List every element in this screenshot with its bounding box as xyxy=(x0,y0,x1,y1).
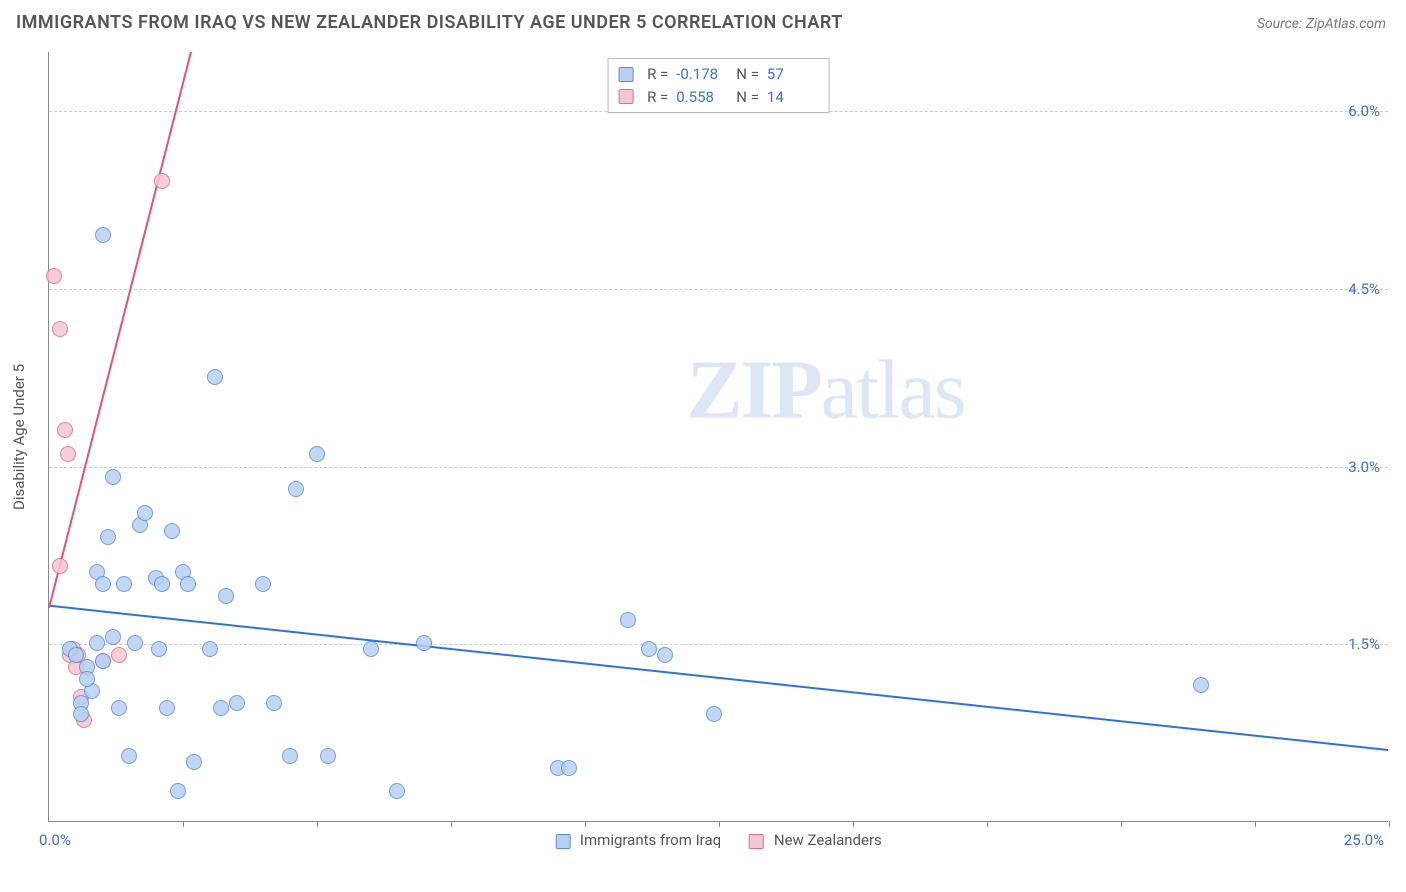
legend-item-series1: Immigrants from Iraq xyxy=(555,831,721,849)
swatch-series2 xyxy=(618,89,633,104)
x-tick xyxy=(1255,821,1256,827)
x-tick xyxy=(451,821,452,827)
data-point xyxy=(164,523,180,539)
data-point xyxy=(137,505,153,521)
source-label: Source: ZipAtlas.com xyxy=(1257,16,1386,32)
legend-item-series2: New Zealanders xyxy=(749,831,882,849)
data-point xyxy=(89,635,105,651)
data-point xyxy=(95,653,111,669)
x-tick xyxy=(183,821,184,827)
gridline xyxy=(49,289,1388,290)
data-point xyxy=(105,469,121,485)
data-point xyxy=(60,446,76,462)
swatch-series1-icon xyxy=(555,834,570,849)
x-tick xyxy=(1389,821,1390,827)
data-point xyxy=(416,635,432,651)
plot-area: Disability Age Under 5 ZIPatlas 1.5%3.0%… xyxy=(48,52,1388,822)
data-point xyxy=(186,754,202,770)
chart-title: IMMIGRANTS FROM IRAQ VS NEW ZEALANDER DI… xyxy=(16,12,843,33)
data-point xyxy=(121,748,137,764)
data-point xyxy=(73,706,89,722)
data-point xyxy=(111,647,127,663)
data-point xyxy=(229,695,245,711)
data-point xyxy=(52,321,68,337)
data-point xyxy=(1193,677,1209,693)
stats-row-series1: R = -0.178 N = 57 xyxy=(618,63,819,86)
y-tick-label: 4.5% xyxy=(1348,280,1380,298)
watermark: ZIPatlas xyxy=(687,342,965,439)
data-point xyxy=(116,576,132,592)
data-point xyxy=(95,227,111,243)
data-point xyxy=(706,706,722,722)
data-point xyxy=(561,760,577,776)
data-point xyxy=(207,369,223,385)
bottom-legend: Immigrants from Iraq New Zealanders xyxy=(555,831,882,849)
x-tick xyxy=(853,821,854,827)
x-tick xyxy=(585,821,586,827)
x-tick xyxy=(987,821,988,827)
x-min-label: 0.0% xyxy=(39,831,71,849)
data-point xyxy=(180,576,196,592)
data-point xyxy=(127,635,143,651)
data-point xyxy=(100,529,116,545)
data-point xyxy=(46,268,62,284)
x-tick xyxy=(1121,821,1122,827)
trend-lines xyxy=(49,52,1388,821)
data-point xyxy=(363,641,379,657)
data-point xyxy=(154,576,170,592)
data-point xyxy=(389,783,405,799)
data-point xyxy=(170,783,186,799)
gridline xyxy=(49,467,1388,468)
data-point xyxy=(288,481,304,497)
data-point xyxy=(641,641,657,657)
data-point xyxy=(657,647,673,663)
data-point xyxy=(309,446,325,462)
swatch-series1 xyxy=(618,67,633,82)
data-point xyxy=(95,576,111,592)
data-point xyxy=(282,748,298,764)
data-point xyxy=(620,612,636,628)
data-point xyxy=(105,629,121,645)
data-point xyxy=(154,173,170,189)
data-point xyxy=(111,700,127,716)
x-max-label: 25.0% xyxy=(1344,831,1384,849)
y-axis-label: Disability Age Under 5 xyxy=(10,363,28,509)
y-tick-label: 3.0% xyxy=(1348,458,1380,476)
x-tick xyxy=(719,821,720,827)
gridline xyxy=(49,644,1388,645)
data-point xyxy=(255,576,271,592)
data-point xyxy=(202,641,218,657)
x-tick xyxy=(317,821,318,827)
data-point xyxy=(79,671,95,687)
data-point xyxy=(151,641,167,657)
swatch-series2-icon xyxy=(749,834,764,849)
data-point xyxy=(57,422,73,438)
y-tick-label: 6.0% xyxy=(1348,102,1380,120)
data-point xyxy=(52,558,68,574)
data-point xyxy=(213,700,229,716)
data-point xyxy=(266,695,282,711)
y-tick-label: 1.5% xyxy=(1348,635,1380,653)
data-point xyxy=(218,588,234,604)
stats-row-series2: R = 0.558 N = 14 xyxy=(618,86,819,109)
stats-legend-box: R = -0.178 N = 57 R = 0.558 N = 14 xyxy=(607,58,830,113)
data-point xyxy=(159,700,175,716)
data-point xyxy=(320,748,336,764)
